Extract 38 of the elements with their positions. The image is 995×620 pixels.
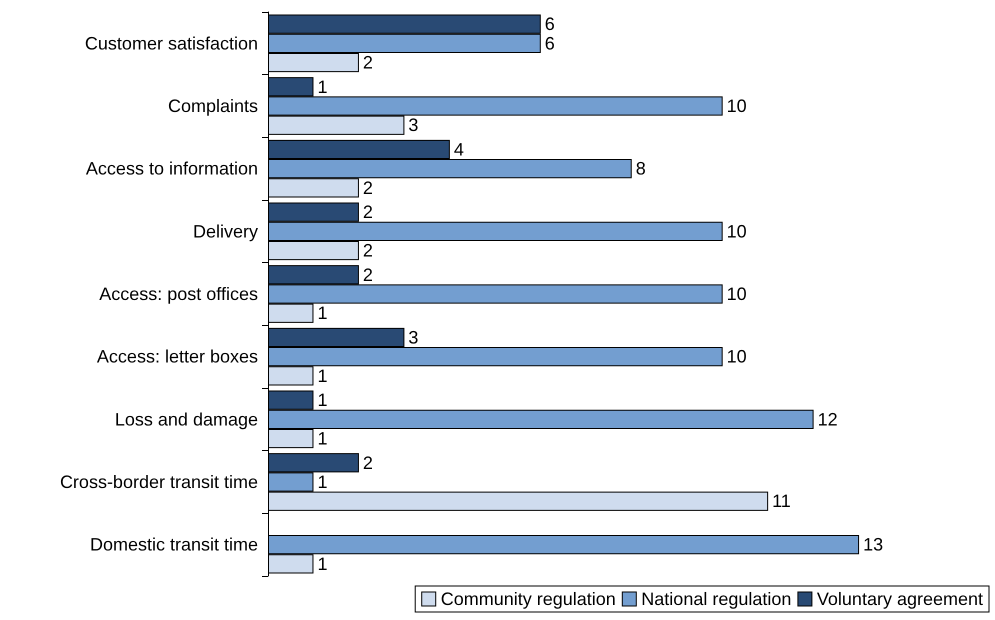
y-tick-label: Customer satisfaction	[84, 33, 258, 54]
data-label: 10	[726, 284, 747, 304]
y-tick-label: Loss and damage	[114, 409, 258, 430]
data-label: 10	[726, 346, 747, 367]
data-label: 2	[362, 452, 373, 473]
data-label: 10	[726, 221, 747, 242]
data-label: 4	[454, 139, 464, 160]
data-label: 3	[408, 327, 418, 348]
y-tick-label: Access: letter boxes	[96, 346, 258, 367]
data-label: 2	[362, 178, 373, 198]
legend-label: National regulation	[641, 589, 792, 609]
y-tick-label: Domestic transit time	[90, 534, 258, 555]
y-tick-label: Complaints	[168, 96, 258, 116]
data-label: 1	[317, 390, 328, 410]
y-tick-label: Cross-border transit time	[60, 472, 258, 492]
y-tick-label: Delivery	[192, 221, 258, 242]
legend-label: Voluntary agreement	[816, 589, 984, 609]
y-tick-label: Access: post offices	[99, 284, 258, 304]
data-label: 1	[317, 428, 328, 449]
data-label: 6	[544, 33, 555, 54]
data-label: 8	[636, 158, 646, 179]
data-label: 3	[408, 115, 418, 136]
data-label: 2	[362, 202, 373, 222]
data-label: 2	[362, 264, 373, 285]
data-label: 1	[317, 303, 328, 324]
data-label: 1	[317, 472, 328, 492]
data-label: 2	[362, 240, 373, 261]
data-label: 2	[362, 52, 373, 73]
legend-label: Community regulation	[440, 589, 616, 609]
data-label: 10	[726, 96, 747, 116]
data-label: 1	[317, 366, 328, 386]
data-label: 11	[772, 491, 791, 512]
data-label: 6	[544, 14, 555, 34]
data-label: 12	[818, 409, 838, 430]
y-tick-label: Access to information	[86, 158, 258, 179]
data-label: 13	[863, 534, 884, 555]
data-label: 1	[317, 554, 328, 574]
data-label: 1	[317, 76, 328, 97]
